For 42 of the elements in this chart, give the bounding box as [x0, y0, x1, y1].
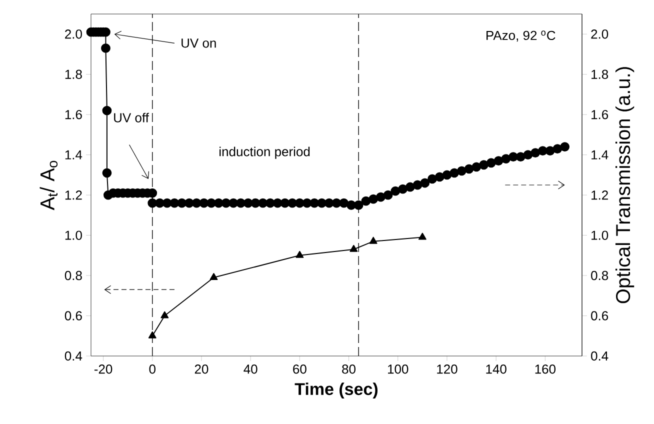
y2-tick-label: 1.2 — [592, 190, 608, 200]
y-tick-label: 0.4 — [64, 351, 82, 361]
x-tick-label: 100 — [388, 364, 408, 374]
y-tick-label: 1.2 — [65, 190, 82, 200]
x-tick-label: 60 — [293, 364, 306, 374]
x-tick-label: 0 — [149, 364, 156, 374]
point — [418, 232, 426, 240]
y-tick-label: 0.8 — [64, 270, 82, 280]
x-tick-label: 80 — [342, 364, 356, 374]
y-tick-label: 1.6 — [65, 110, 82, 120]
y-axis-title: A$_{t}$/ A$_{o}$ — [40, 160, 58, 210]
point — [160, 311, 169, 318]
y-tick-label: 2.0 — [65, 30, 82, 39]
x-tick-label: 160 — [535, 364, 556, 374]
y2-tick-label: 1.8 — [592, 70, 608, 79]
y2-tick-label: 0.8 — [591, 270, 608, 280]
y2-tick-label: 1.0 — [592, 230, 608, 240]
point — [350, 244, 358, 252]
x-tick-label: 40 — [244, 364, 258, 374]
annotation: UV off — [114, 112, 149, 122]
y-tick-label: 1.0 — [65, 230, 82, 240]
annotation: induction period — [220, 146, 310, 159]
y2-tick-label: 0.4 — [591, 351, 608, 361]
y-tick-label: 1.4 — [65, 150, 82, 160]
x-tick-label: 120 — [437, 364, 458, 374]
point — [210, 273, 218, 280]
y-tick-label: 1.8 — [65, 70, 82, 79]
point — [148, 331, 156, 338]
y2-axis-title: Optical Transmission (a.u.) — [615, 67, 634, 304]
y2-tick-label: 2.0 — [591, 30, 608, 39]
x-axis-title: Time (sec) — [294, 382, 378, 398]
point — [296, 250, 304, 258]
point — [369, 236, 378, 244]
x-tick-label: 20 — [194, 364, 208, 374]
y2-tick-label: 1.4 — [592, 150, 608, 160]
annotation: PAzo, 92 $^{o}$C — [486, 30, 556, 42]
annotation: UV on — [182, 38, 216, 48]
y2-tick-label: 1.6 — [592, 110, 608, 120]
x-tick-label: -20 — [94, 364, 112, 374]
x-tick-label: 140 — [486, 364, 506, 374]
y-tick-label: 0.6 — [64, 311, 82, 320]
y2-tick-label: 0.6 — [591, 311, 608, 320]
